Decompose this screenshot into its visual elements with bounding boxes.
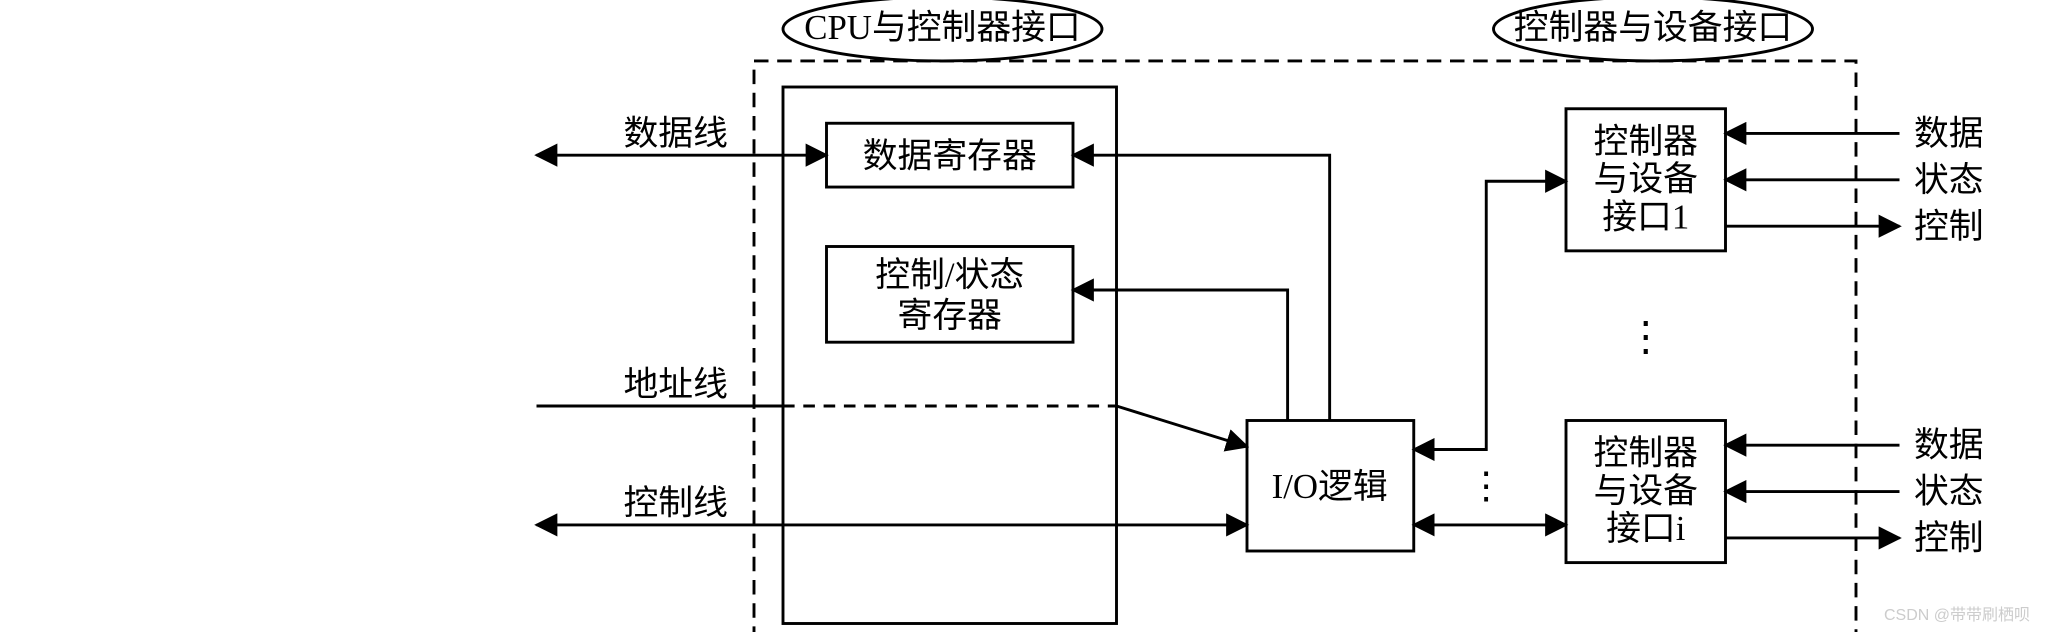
io-to-if1 — [1414, 181, 1566, 449]
interface-i-label-3: 接口i — [1606, 509, 1685, 548]
address-line-to-io — [1117, 406, 1248, 447]
interface-1-label-1: 控制器 — [1594, 122, 1698, 161]
data-register-label: 数据寄存器 — [863, 136, 1037, 175]
if1-status-label: 状态 — [1914, 160, 1984, 199]
interface-ellipsis: ⋮ — [1625, 314, 1666, 359]
io-routing-ellipsis: ⋮ — [1467, 466, 1505, 508]
ifi-data-label: 数据 — [1914, 426, 1984, 465]
ctrl-status-register-label-1: 控制/状态 — [875, 255, 1024, 294]
ctrl-status-register-label-2: 寄存器 — [898, 296, 1002, 335]
if1-control-label: 控制 — [1914, 207, 1984, 246]
ifi-status-label: 状态 — [1914, 472, 1984, 511]
interface-i-label-1: 控制器 — [1594, 434, 1698, 473]
ifi-control-label: 控制 — [1914, 519, 1984, 558]
interface-i-label-2: 与设备 — [1594, 471, 1698, 510]
interface-1-label-3: 接口1 — [1602, 197, 1689, 236]
if1-data-label: 数据 — [1914, 114, 1984, 153]
datareg-to-io — [1073, 155, 1330, 420]
interface-1-label-2: 与设备 — [1594, 160, 1698, 199]
callout-left-label: CPU与控制器接口 — [804, 8, 1080, 47]
callout-right-label: 控制器与设备接口 — [1514, 8, 1792, 47]
io-logic-label: I/O逻辑 — [1272, 467, 1388, 506]
control-line-label: 控制线 — [624, 484, 728, 523]
ctrlreg-to-io — [1073, 290, 1288, 421]
data-line-label: 数据线 — [624, 114, 728, 153]
watermark: CSDN @带带刷栖呗 — [1884, 606, 2030, 624]
address-line-label: 地址线 — [624, 365, 728, 404]
